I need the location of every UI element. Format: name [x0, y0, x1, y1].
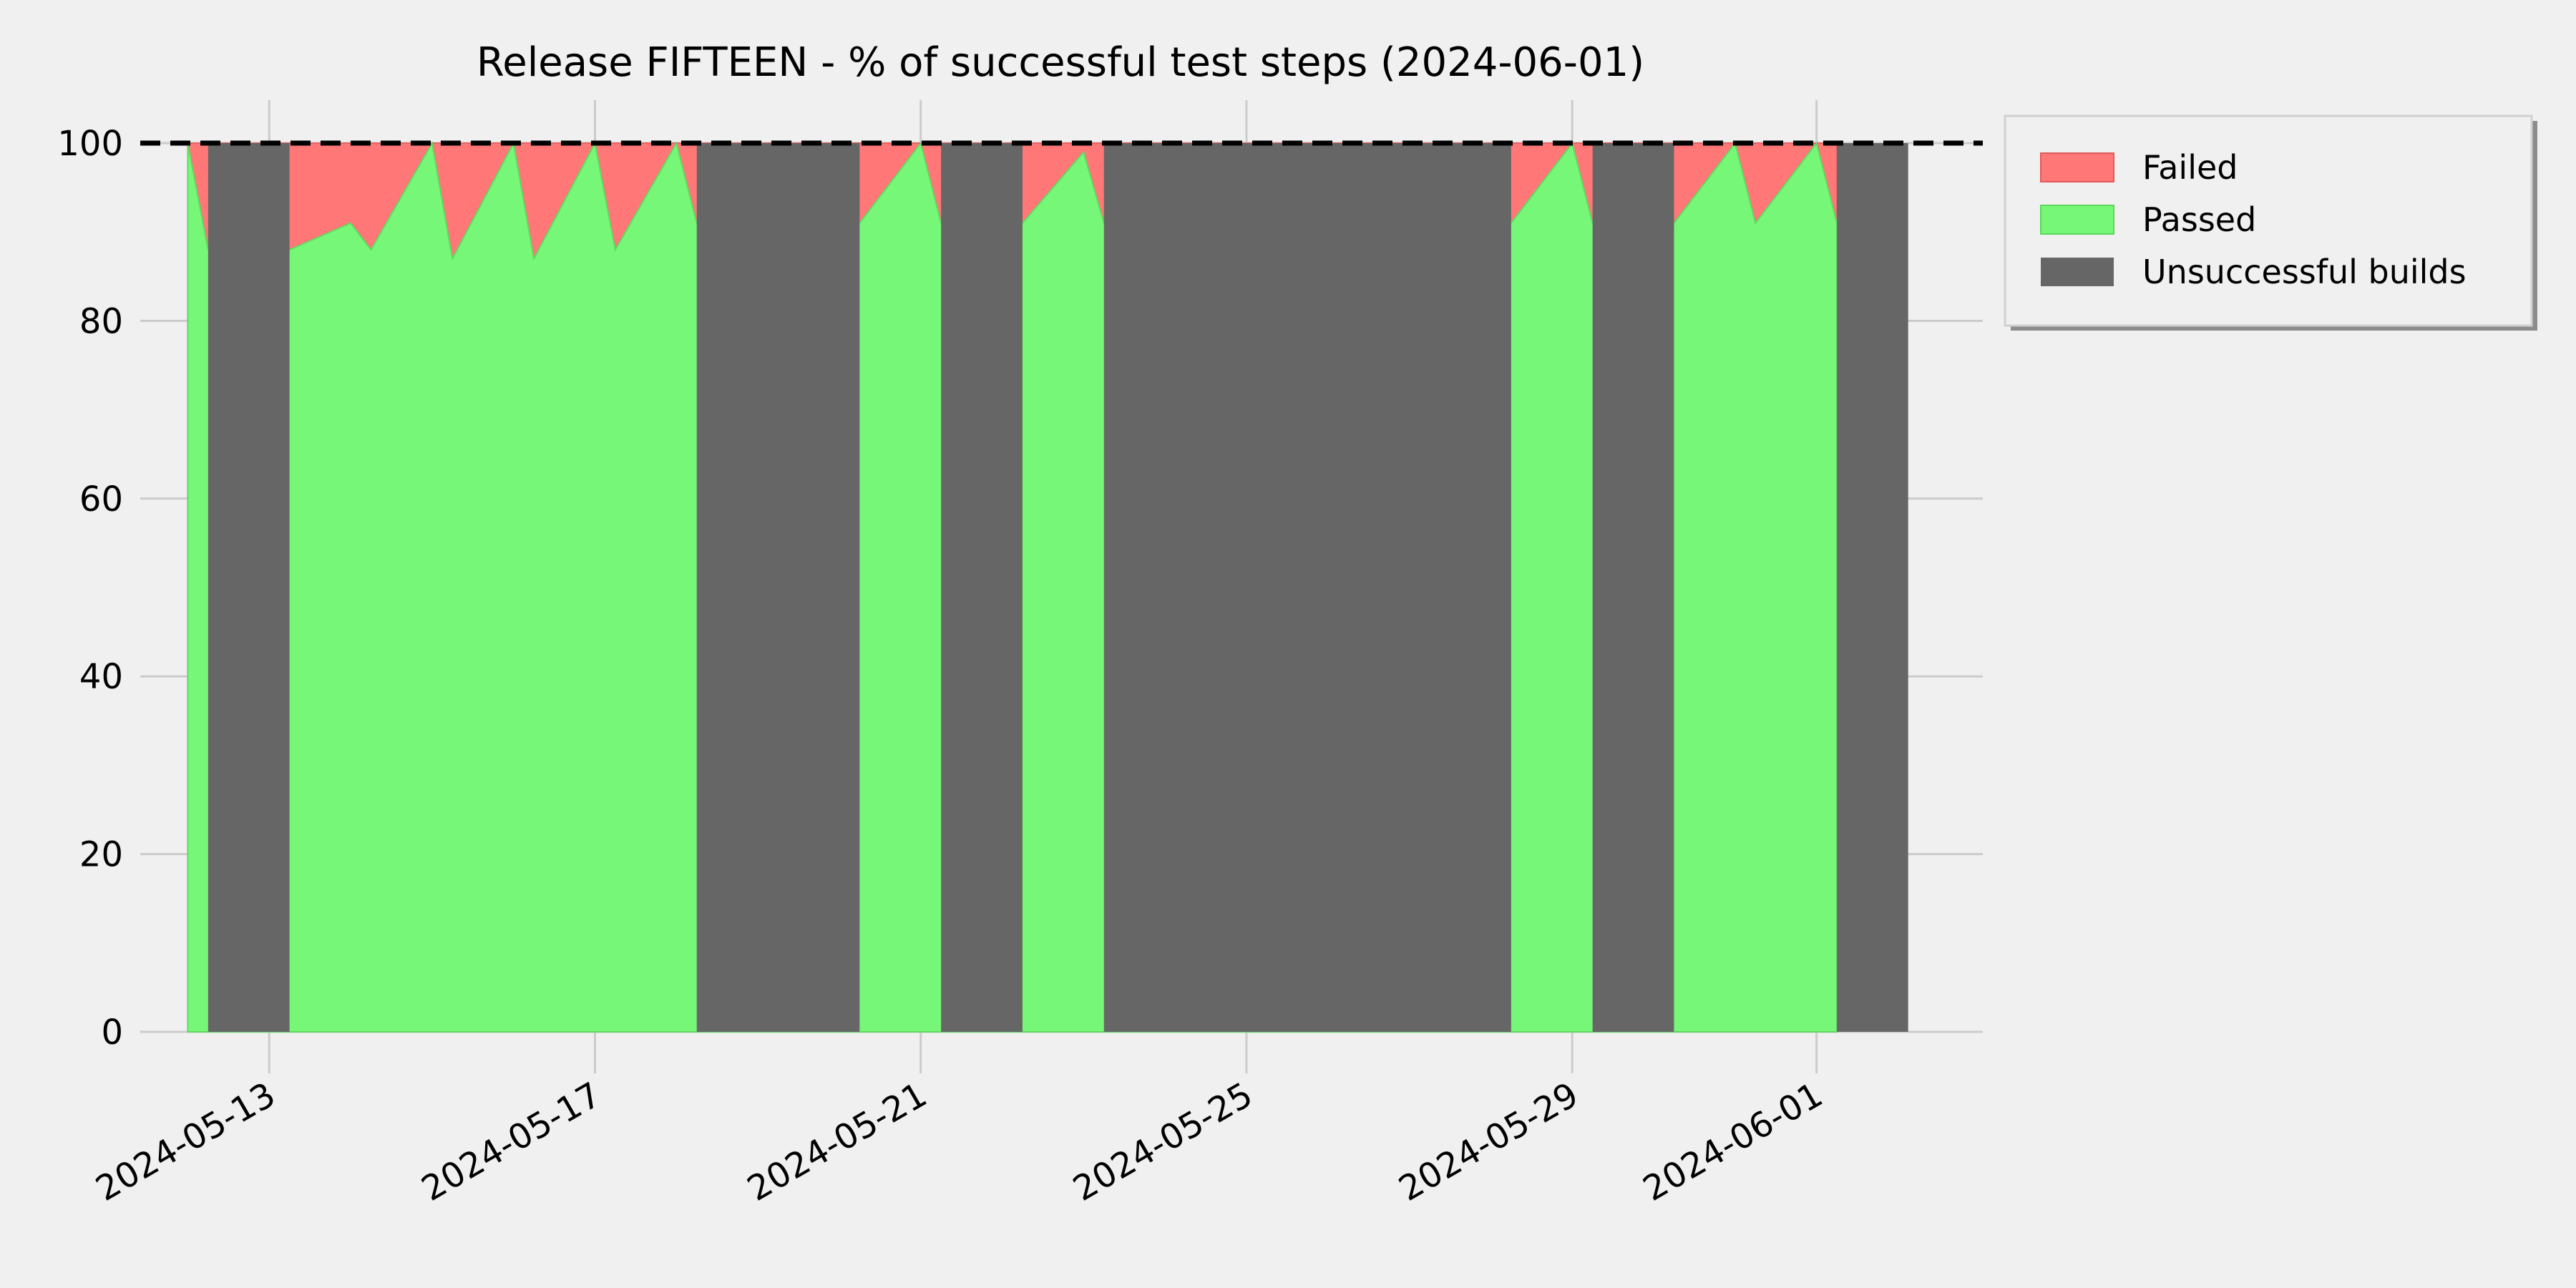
y-tick-label-40: 40	[79, 657, 123, 697]
unsuccessful-build-block-1	[208, 143, 290, 1032]
unsuccessful-build-block-6	[1837, 143, 1908, 1032]
x-tick-label-2024-06-01: 2024-06-01	[1636, 1075, 1830, 1209]
y-tick-label-20: 20	[79, 835, 123, 875]
unsuccessful-build-block-5	[1592, 143, 1674, 1032]
unsuccessful-build-block-2	[696, 143, 860, 1032]
unsuccessful-build-block-3	[941, 143, 1023, 1032]
legend-label-unsuccessful: Unsuccessful builds	[2142, 253, 2467, 291]
legend-swatch-passed	[2040, 205, 2114, 235]
legend-swatch-failed	[2040, 152, 2114, 182]
x-tick-label-2024-05-21: 2024-05-21	[741, 1075, 934, 1209]
legend-label-failed: Failed	[2142, 148, 2238, 187]
x-tick-label-2024-05-17: 2024-05-17	[415, 1075, 608, 1209]
legend-swatch-unsuccessful	[2041, 258, 2114, 286]
x-tick-label-2024-05-13: 2024-05-13	[89, 1075, 283, 1209]
x-tick-label-2024-05-29: 2024-05-29	[1392, 1075, 1586, 1209]
y-tick-label-100: 100	[57, 124, 123, 164]
y-tick-label-80: 80	[79, 301, 123, 341]
y-tick-label-60: 60	[79, 479, 123, 519]
area-layer	[187, 140, 1908, 1033]
unsuccessful-build-block-4	[1103, 143, 1511, 1032]
legend-label-passed: Passed	[2142, 200, 2256, 239]
y-tick-label-0: 0	[101, 1013, 123, 1053]
x-tick-label-2024-05-25: 2024-05-25	[1066, 1075, 1259, 1209]
chart-title: Release FIFTEEN - % of successful test s…	[477, 39, 1644, 86]
legend: Failed Passed Unsuccessful builds	[2004, 114, 2537, 331]
